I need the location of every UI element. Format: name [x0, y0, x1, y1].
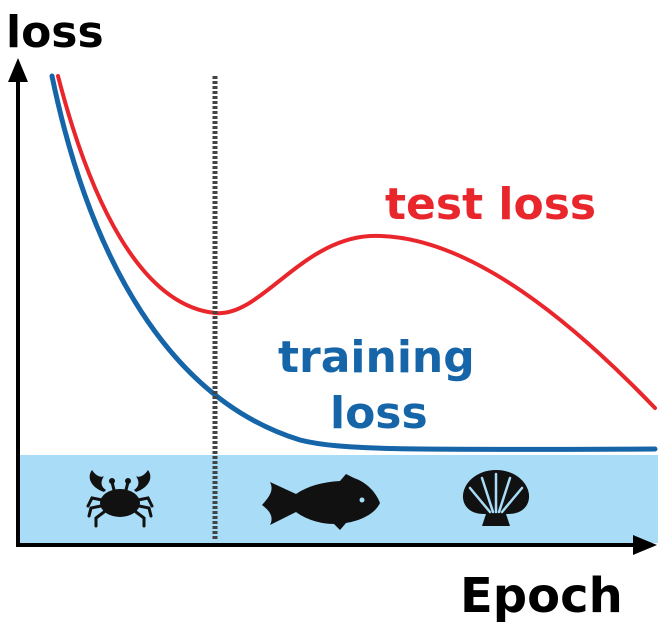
training-loss-label-line2: loss	[330, 388, 428, 439]
test-loss-curve	[56, 74, 657, 410]
x-axis-label: Epoch	[460, 568, 623, 624]
y-axis	[8, 58, 28, 545]
x-axis	[16, 535, 657, 555]
training-loss-curve	[49, 73, 658, 452]
x-axis-arrowhead	[633, 535, 657, 555]
y-axis-label: loss	[6, 7, 104, 58]
fish-icon	[262, 474, 380, 530]
crab-icon	[86, 470, 154, 528]
training-loss-label-line1: training	[278, 332, 475, 383]
y-axis-arrowhead	[8, 58, 28, 82]
test-loss-label: test loss	[385, 179, 596, 230]
shell-icon	[462, 470, 530, 526]
